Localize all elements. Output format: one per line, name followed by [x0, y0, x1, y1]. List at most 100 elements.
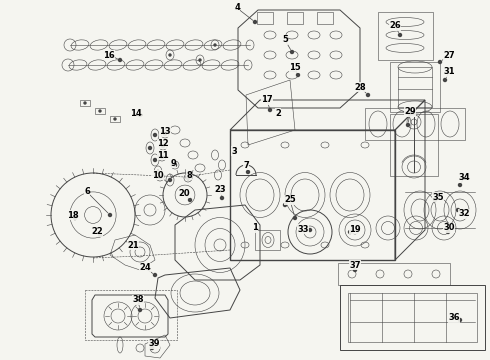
Circle shape	[187, 176, 190, 180]
Circle shape	[269, 108, 271, 112]
Circle shape	[162, 144, 165, 148]
Text: 19: 19	[349, 225, 361, 234]
Circle shape	[199, 59, 201, 61]
Circle shape	[158, 175, 162, 179]
Circle shape	[439, 60, 441, 63]
Text: 27: 27	[443, 50, 455, 59]
Circle shape	[434, 198, 437, 202]
Text: 31: 31	[443, 68, 455, 77]
Text: 8: 8	[186, 171, 192, 180]
Text: 18: 18	[67, 211, 79, 220]
Text: 35: 35	[432, 193, 444, 202]
Circle shape	[159, 176, 161, 178]
Text: 16: 16	[103, 50, 115, 59]
Text: 1: 1	[252, 224, 258, 233]
Text: 5: 5	[282, 36, 288, 45]
Circle shape	[99, 110, 101, 112]
Circle shape	[108, 213, 112, 216]
Bar	[287, 12, 303, 24]
Circle shape	[309, 229, 312, 231]
Circle shape	[189, 198, 192, 202]
Circle shape	[139, 309, 142, 311]
Text: 24: 24	[139, 264, 151, 273]
Bar	[365, 108, 465, 140]
Text: 30: 30	[443, 224, 455, 233]
Text: 2: 2	[275, 108, 281, 117]
Bar	[110, 116, 120, 122]
Circle shape	[161, 156, 164, 158]
Bar	[348, 293, 477, 342]
Circle shape	[162, 145, 164, 147]
Circle shape	[398, 33, 401, 36]
Bar	[317, 12, 333, 24]
Text: 29: 29	[404, 108, 416, 117]
Circle shape	[169, 179, 171, 181]
Bar	[230, 130, 395, 260]
Circle shape	[457, 208, 460, 211]
Text: 32: 32	[458, 210, 470, 219]
Bar	[378, 12, 433, 60]
Text: 4: 4	[234, 4, 240, 13]
Circle shape	[133, 243, 137, 247]
Text: 38: 38	[132, 296, 144, 305]
Circle shape	[164, 133, 166, 135]
Circle shape	[74, 216, 76, 220]
Text: 15: 15	[289, 63, 301, 72]
Text: 21: 21	[127, 240, 139, 249]
Text: 9: 9	[170, 158, 176, 167]
Bar	[390, 62, 440, 112]
Text: 33: 33	[297, 225, 309, 234]
Circle shape	[446, 230, 449, 234]
Circle shape	[153, 134, 156, 136]
Text: 39: 39	[148, 339, 160, 348]
Text: 12: 12	[157, 139, 169, 148]
Text: 25: 25	[284, 195, 296, 204]
Circle shape	[148, 147, 151, 149]
Circle shape	[220, 197, 223, 199]
Text: 17: 17	[261, 95, 273, 104]
Circle shape	[119, 58, 122, 62]
Circle shape	[353, 269, 357, 271]
Circle shape	[253, 21, 256, 23]
Text: 13: 13	[159, 127, 171, 136]
Circle shape	[367, 94, 369, 96]
Circle shape	[246, 171, 249, 174]
Circle shape	[153, 274, 156, 276]
Text: 14: 14	[130, 108, 142, 117]
Bar	[340, 285, 485, 350]
Circle shape	[348, 230, 351, 234]
Text: 7: 7	[243, 161, 249, 170]
Text: 11: 11	[157, 150, 169, 159]
Circle shape	[84, 102, 86, 104]
Bar	[257, 12, 273, 24]
Text: 23: 23	[214, 185, 226, 194]
Circle shape	[187, 177, 189, 179]
Text: 6: 6	[84, 188, 90, 197]
Text: 28: 28	[354, 82, 366, 91]
Bar	[398, 67, 432, 107]
Text: 22: 22	[91, 228, 103, 237]
Bar	[390, 114, 438, 176]
Circle shape	[459, 184, 462, 186]
Bar	[338, 263, 450, 285]
Circle shape	[114, 118, 116, 120]
Text: 34: 34	[458, 174, 470, 183]
Circle shape	[443, 78, 446, 81]
Circle shape	[139, 113, 142, 117]
Bar	[85, 290, 177, 340]
Circle shape	[291, 50, 294, 54]
Circle shape	[294, 216, 296, 220]
Circle shape	[459, 319, 462, 321]
Bar	[255, 230, 280, 250]
Text: 37: 37	[349, 261, 361, 270]
Circle shape	[174, 164, 176, 166]
Circle shape	[156, 171, 160, 174]
Text: 20: 20	[178, 189, 190, 198]
Circle shape	[164, 132, 167, 135]
Circle shape	[284, 203, 287, 207]
Circle shape	[150, 346, 153, 350]
Circle shape	[173, 163, 176, 166]
Circle shape	[98, 234, 101, 237]
Text: 36: 36	[448, 314, 460, 323]
Circle shape	[153, 158, 156, 162]
